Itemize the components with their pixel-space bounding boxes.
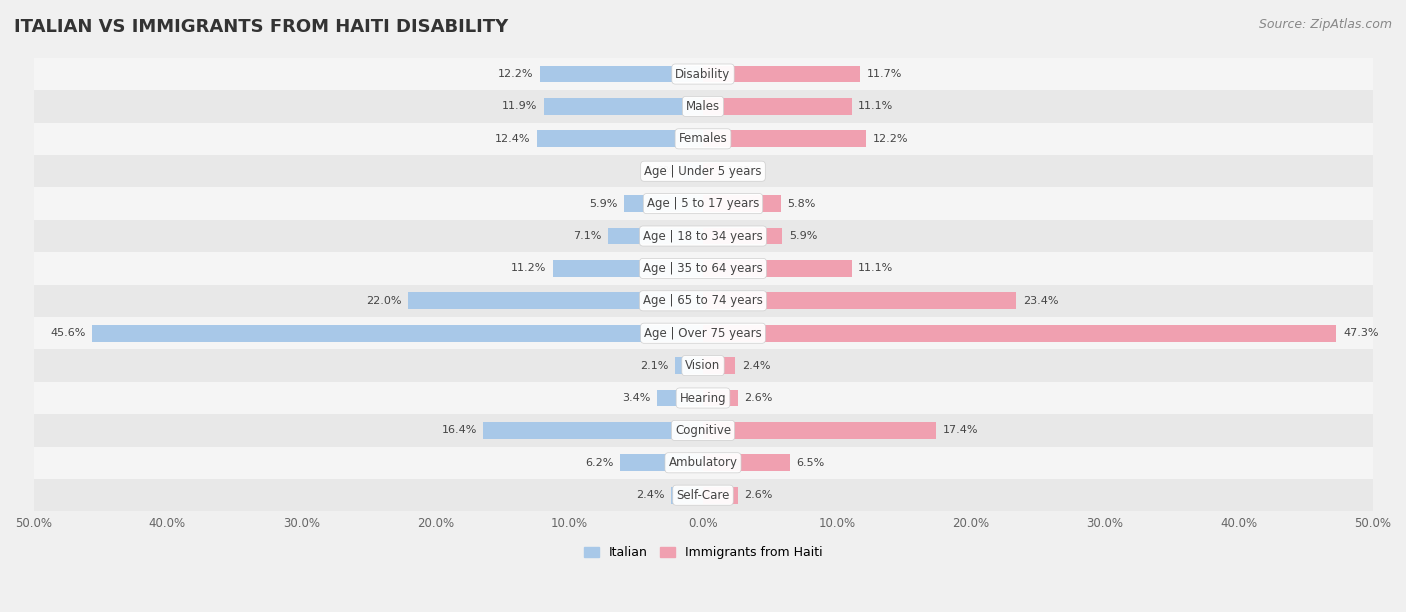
Bar: [34, 220, 1372, 252]
Bar: [34, 90, 1372, 122]
Bar: [607, 228, 703, 244]
Text: Age | 18 to 34 years: Age | 18 to 34 years: [643, 230, 763, 242]
Bar: [703, 195, 780, 212]
Bar: [34, 414, 1372, 447]
Text: 1.3%: 1.3%: [727, 166, 755, 176]
Bar: [484, 422, 703, 439]
Bar: [703, 357, 735, 374]
Text: 11.7%: 11.7%: [866, 69, 901, 79]
Bar: [703, 260, 852, 277]
Bar: [93, 325, 703, 341]
Text: 2.1%: 2.1%: [640, 360, 668, 371]
Text: 7.1%: 7.1%: [572, 231, 602, 241]
Bar: [682, 163, 703, 180]
Text: Age | 65 to 74 years: Age | 65 to 74 years: [643, 294, 763, 307]
Bar: [703, 163, 720, 180]
Text: 11.1%: 11.1%: [858, 102, 894, 111]
Bar: [703, 293, 1017, 309]
Bar: [671, 487, 703, 504]
Text: 11.2%: 11.2%: [510, 263, 547, 274]
Bar: [703, 390, 738, 406]
Bar: [544, 98, 703, 115]
Bar: [34, 479, 1372, 512]
Text: 2.4%: 2.4%: [742, 360, 770, 371]
Text: 2.6%: 2.6%: [745, 490, 773, 500]
Text: 6.2%: 6.2%: [585, 458, 613, 468]
Bar: [703, 487, 738, 504]
Text: Age | 35 to 64 years: Age | 35 to 64 years: [643, 262, 763, 275]
Bar: [34, 285, 1372, 317]
Bar: [620, 454, 703, 471]
Bar: [34, 447, 1372, 479]
Bar: [703, 325, 1336, 341]
Legend: Italian, Immigrants from Haiti: Italian, Immigrants from Haiti: [578, 541, 828, 564]
Bar: [553, 260, 703, 277]
Text: Males: Males: [686, 100, 720, 113]
Bar: [703, 65, 859, 83]
Bar: [34, 252, 1372, 285]
Bar: [675, 357, 703, 374]
Text: 5.9%: 5.9%: [589, 199, 617, 209]
Text: Females: Females: [679, 132, 727, 145]
Bar: [34, 349, 1372, 382]
Bar: [34, 155, 1372, 187]
Text: 5.8%: 5.8%: [787, 199, 815, 209]
Text: Hearing: Hearing: [679, 392, 727, 405]
Text: 45.6%: 45.6%: [51, 328, 86, 338]
Text: 17.4%: 17.4%: [942, 425, 979, 435]
Text: 12.4%: 12.4%: [495, 134, 530, 144]
Text: Vision: Vision: [685, 359, 721, 372]
Text: ITALIAN VS IMMIGRANTS FROM HAITI DISABILITY: ITALIAN VS IMMIGRANTS FROM HAITI DISABIL…: [14, 18, 509, 36]
Text: Ambulatory: Ambulatory: [668, 457, 738, 469]
Text: 3.4%: 3.4%: [623, 393, 651, 403]
Text: 1.6%: 1.6%: [647, 166, 675, 176]
Text: 22.0%: 22.0%: [366, 296, 402, 306]
Text: 16.4%: 16.4%: [441, 425, 477, 435]
Text: 47.3%: 47.3%: [1343, 328, 1378, 338]
Text: Age | Under 5 years: Age | Under 5 years: [644, 165, 762, 177]
Bar: [703, 98, 852, 115]
Text: 6.5%: 6.5%: [797, 458, 825, 468]
Text: Source: ZipAtlas.com: Source: ZipAtlas.com: [1258, 18, 1392, 31]
Bar: [408, 293, 703, 309]
Text: Age | 5 to 17 years: Age | 5 to 17 years: [647, 197, 759, 210]
Text: 2.6%: 2.6%: [745, 393, 773, 403]
Text: Cognitive: Cognitive: [675, 424, 731, 437]
Text: 11.9%: 11.9%: [502, 102, 537, 111]
Text: 23.4%: 23.4%: [1024, 296, 1059, 306]
Text: Age | Over 75 years: Age | Over 75 years: [644, 327, 762, 340]
Text: 5.9%: 5.9%: [789, 231, 817, 241]
Text: 12.2%: 12.2%: [498, 69, 533, 79]
Bar: [34, 122, 1372, 155]
Text: 12.2%: 12.2%: [873, 134, 908, 144]
Bar: [34, 187, 1372, 220]
Bar: [537, 130, 703, 147]
Text: Self-Care: Self-Care: [676, 489, 730, 502]
Bar: [34, 382, 1372, 414]
Bar: [540, 65, 703, 83]
Bar: [703, 228, 782, 244]
Text: Disability: Disability: [675, 67, 731, 81]
Bar: [658, 390, 703, 406]
Text: 2.4%: 2.4%: [636, 490, 664, 500]
Bar: [703, 454, 790, 471]
Bar: [624, 195, 703, 212]
Bar: [703, 130, 866, 147]
Text: 11.1%: 11.1%: [858, 263, 894, 274]
Bar: [34, 58, 1372, 90]
Bar: [34, 317, 1372, 349]
Bar: [703, 422, 936, 439]
